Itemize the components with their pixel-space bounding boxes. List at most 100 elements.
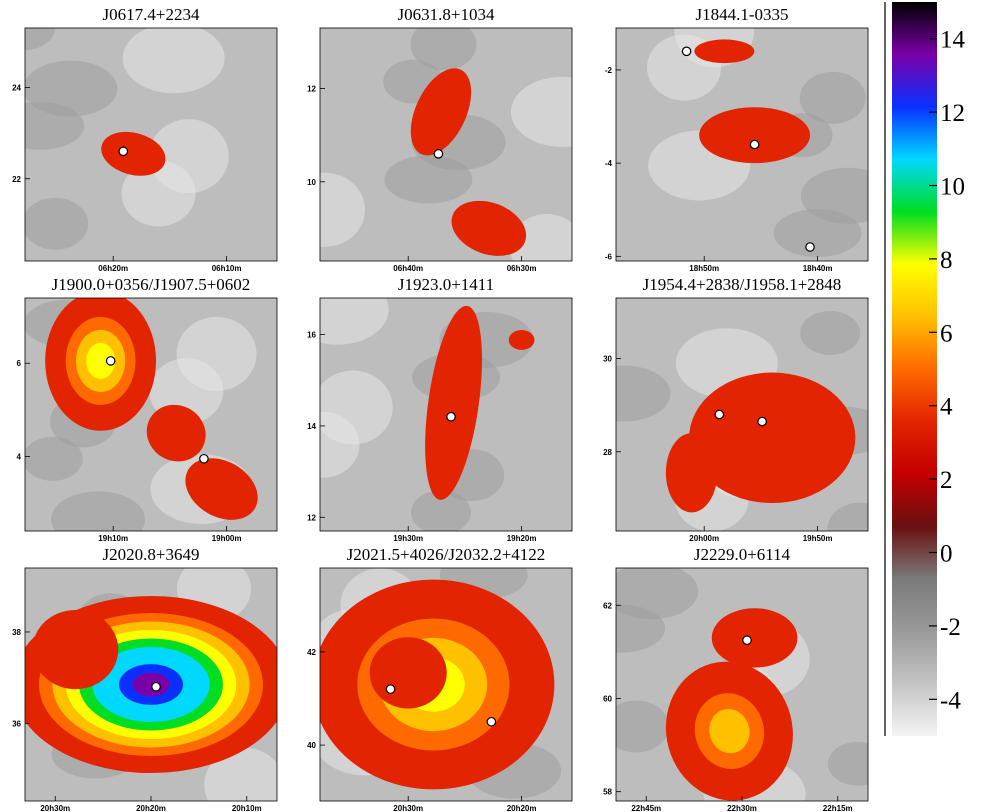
background-fluctuation [799,71,866,124]
background-fluctuation [616,365,671,422]
y-tick-label: 16 [307,331,316,340]
y-tick-label: 12 [307,85,316,94]
background-fluctuation [410,490,471,531]
x-tick-label: 06h10m [212,264,242,273]
source-marker [199,453,209,464]
skymap-panel: J1900.0+0356/J1907.5+0602 6 4 19h10m 19h00m [17,275,278,543]
y-tick-label: -2 [605,66,613,75]
panel-title: J2020.8+3649 [103,545,200,564]
panel-frame [319,297,573,532]
skymap-panel: J1954.4+2838/J1958.1+2848 30 28 20h00m 19h50… [603,275,869,543]
x-tick-label: 19h50m [803,534,833,543]
significance-contour [514,334,530,346]
panel-title: J1923.0+1411 [398,275,494,294]
skymap-panel: J1844.1-0335 -2 -4 -6 18h50m 18h40m [605,5,869,273]
background-fluctuation [827,502,868,531]
significance-contour [706,44,742,59]
background-fluctuation [320,172,366,247]
background-fluctuation [320,370,393,445]
y-tick-label: 24 [12,83,21,92]
panel-frame [615,27,869,262]
panel-frame [319,567,573,802]
x-tick-label: 19h20m [507,534,537,543]
colorbar-tick-label: 14 [940,27,966,54]
background-fluctuation [410,28,477,71]
panel-title: J2021.5+4026/J2032.2+4122 [347,545,546,564]
significance-contour [723,399,821,476]
y-tick-label: 62 [603,601,612,610]
x-tick-label: 18h40m [803,264,833,273]
x-tick-label: 20h00m [689,534,719,543]
source-marker [757,416,767,427]
y-tick-label: 40 [307,741,316,750]
colorbar-tick-label: -4 [940,687,961,714]
x-tick-label: 20h20m [136,804,166,812]
y-tick-label: 30 [603,355,612,364]
background-fluctuation [148,119,229,194]
significance-contour [676,449,707,496]
significance-contour [50,626,101,673]
background-fluctuation [25,436,83,481]
background-fluctuation [204,747,277,801]
y-tick-label: 36 [12,719,21,728]
panel-frame [24,27,278,262]
x-tick-label: 22h30m [727,804,757,812]
x-tick-label: 20h20m [507,804,537,812]
significance-contour [423,86,459,138]
background-fluctuation [25,60,118,117]
x-tick-label: 19h00m [212,534,242,543]
panel-title: J1954.4+2838/J1958.1+2848 [643,275,842,294]
y-tick-label: -6 [605,252,613,261]
skymap-panel: J2020.8+3649 38 36 20h30m 20h20m 20h10m [12,545,278,812]
background-fluctuation [616,700,670,753]
panel-frame [615,297,869,532]
x-tick-label: 19h30m [393,534,423,543]
x-tick-label: 22h45m [631,804,661,812]
significance-contour [709,708,750,754]
background-fluctuation [800,310,861,355]
y-tick-label: 38 [12,628,21,637]
source-marker [486,716,497,727]
x-tick-label: 19h10m [98,534,128,543]
skymap-panel: J1923.0+1411 16 14 12 19h30m 19h20m [307,275,573,543]
x-tick-label: 18h50m [689,264,719,273]
background-fluctuation [25,28,55,50]
source-marker [105,356,116,366]
background-fluctuation [320,298,389,345]
x-tick-label: 20h10m [232,804,262,812]
panel-title: J1844.1-0335 [695,5,788,24]
y-tick-label: 10 [307,178,316,187]
source-marker [742,635,752,646]
y-tick-label: 14 [307,422,316,431]
source-marker [385,684,396,694]
source-marker [118,146,129,157]
significance-contour [467,212,511,245]
y-tick-label: 6 [17,359,22,368]
x-tick-label: 20h30m [40,804,70,812]
significance-contour [722,118,787,152]
background-fluctuation [616,568,699,620]
source-marker [681,46,692,57]
x-tick-label: 20h30m [393,804,423,812]
significance-contour [385,652,431,694]
x-tick-label: 06h40m [393,264,423,273]
colorbar-tick-label: 8 [940,247,953,274]
x-tick-label: 06h20m [98,264,128,273]
background-fluctuation [25,197,89,250]
colorbar-tick-label: 2 [940,467,953,494]
colorbar-tick-label: -2 [940,614,961,641]
colorbar-tick-label: 10 [940,174,965,201]
significance-contour [729,620,780,656]
y-tick-label: -4 [605,159,613,168]
skymap-panel: J0617.4+2234 24 22 06h20m 06h10m [12,5,278,273]
significance-contour [436,346,471,460]
source-marker [805,242,815,252]
skymap-panel: J2229.0+6114 62 60 58 22h45m 22h30m 22h15m [603,545,869,812]
panel-frame [24,297,278,532]
background-fluctuation [800,167,868,224]
x-tick-label: 22h15m [823,804,853,812]
panel-title: J2229.0+6114 [694,545,791,564]
significance-contour [200,471,243,508]
y-tick-label: 42 [307,648,316,657]
